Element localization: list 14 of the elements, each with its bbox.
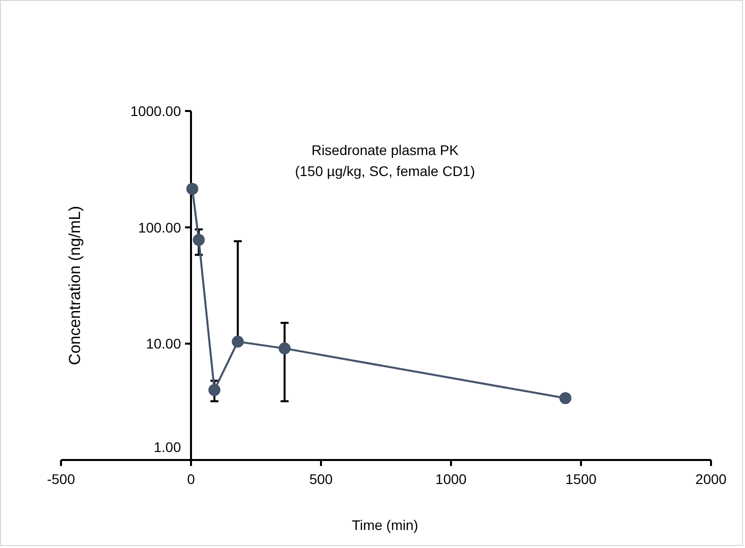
x-tick-label: 1500 [565, 471, 597, 487]
y-tick-label: 10.00 [146, 336, 182, 352]
y-axis-title: Concentration (ng/mL) [67, 206, 84, 366]
y-tick-label: 1.00 [154, 439, 182, 455]
x-tick-label: -500 [46, 471, 76, 487]
x-tick-label: 0 [187, 471, 196, 487]
y-tick-label: 1000.00 [130, 103, 182, 119]
x-axis-title: Time (min) [352, 517, 418, 533]
text: (150 µg/kg, SC, female CD1) [294, 163, 476, 179]
text: Risedronate plasma PK [311, 142, 460, 158]
x-tick-label: 2000 [695, 471, 727, 487]
x-tick-label: 500 [309, 471, 333, 487]
x-tick-label: 1000 [435, 471, 467, 487]
y-tick-label: 100.00 [138, 219, 182, 236]
